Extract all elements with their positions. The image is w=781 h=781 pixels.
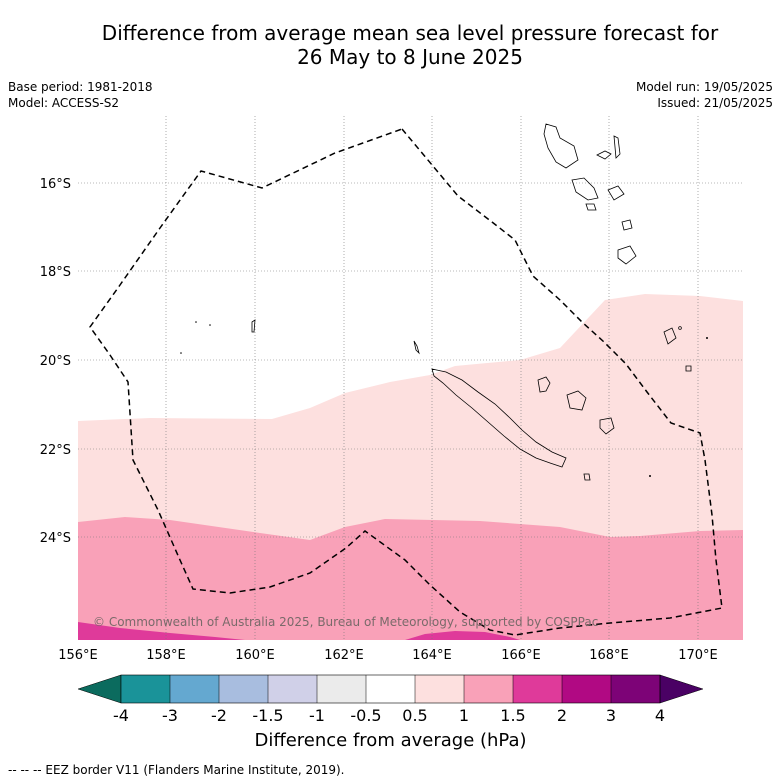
colorbar-label: -1 [309, 706, 325, 725]
lon-label: 158°E [146, 648, 186, 663]
vanuatu-erromango [621, 219, 633, 231]
lon-label: 162°E [324, 648, 364, 663]
lat-label: 24°S [40, 531, 71, 546]
colorbar-segment [611, 675, 660, 703]
anomaly-region-1-5-to-2-south [405, 631, 520, 640]
lon-label: 164°E [412, 648, 452, 663]
lon-label: 170°E [678, 648, 718, 663]
colorbar-label: 2 [557, 706, 567, 725]
base-period: Base period: 1981-2018 [8, 80, 153, 94]
colorbar-label: 1 [459, 706, 469, 725]
graticule [78, 116, 743, 640]
map-title-line-1: Difference from average mean sea level p… [101, 21, 719, 45]
colorbar-segment [268, 675, 317, 703]
vanuatu-small-island [585, 203, 597, 211]
lon-label: 160°E [235, 648, 275, 663]
metadata-left: Base period: 1981-2018 Model: ACCESS-S2 [8, 79, 153, 111]
colorbar-labels: -4 -3 -2 -1.5 -1 -0.5 0.5 1 1.5 2 3 4 [113, 706, 665, 725]
metadata-right: Model run: 19/05/2025 Issued: 21/05/2025 [636, 79, 773, 111]
colorbar-label: 4 [655, 706, 665, 725]
issued-date: Issued: 21/05/2025 [657, 96, 773, 110]
latitude-labels: 16°S 18°S 20°S 22°S 24°S [40, 177, 71, 546]
lon-label: 166°E [501, 648, 541, 663]
eez-footnote: -- -- -- EEZ border V11 (Flanders Marine… [8, 763, 345, 777]
anomaly-region-1-to-1-5 [78, 517, 743, 640]
model-run: Model run: 19/05/2025 [635, 80, 773, 94]
colorbar: -4 -3 -2 -1.5 -1 -0.5 0.5 1 1.5 2 3 4 [77, 674, 704, 725]
lat-label: 20°S [40, 354, 71, 369]
vanuatu-tanna [617, 245, 637, 265]
loyalty-island-mare [599, 417, 615, 435]
lon-label: 168°E [589, 648, 629, 663]
colorbar-segment [366, 675, 415, 703]
map-area: © Commonwealth of Australia 2025, Bureau… [78, 116, 743, 640]
colorbar-segment [562, 675, 611, 703]
colorbar-segment [415, 675, 464, 703]
eastern-islet [685, 365, 692, 372]
colorbar-label: -2 [211, 706, 227, 725]
colorbar-segment [170, 675, 219, 703]
new-caledonia-landmass [431, 368, 567, 468]
belep-island [413, 340, 420, 355]
loyalty-island-ouvea [537, 376, 551, 393]
colorbar-label: 0.5 [402, 706, 427, 725]
map-title-line-2: 26 May to 8 June 2025 [297, 45, 523, 69]
matthew-hunter-island [663, 327, 677, 345]
anomaly-region-1-5-to-2-west [78, 622, 245, 640]
colorbar-segment [464, 675, 513, 703]
colorbar-extend-low [77, 674, 122, 704]
colorbar-outline [120, 674, 661, 704]
vanuatu-espiritu-santo [543, 123, 579, 169]
eastern-islet-2 [678, 326, 682, 330]
copyright-notice: © Commonwealth of Australia 2025, Bureau… [93, 615, 598, 629]
colorbar-extend-high [659, 674, 704, 704]
colorbar-segment [317, 675, 366, 703]
colorbar-label: 1.5 [500, 706, 525, 725]
eez-border [89, 128, 723, 636]
colorbar-segment [219, 675, 268, 703]
chesterfield-islet-2 [209, 324, 211, 326]
loyalty-island-lifou [566, 390, 587, 411]
colorbar-label: -0.5 [350, 706, 381, 725]
vanuatu-efate [607, 185, 625, 201]
chesterfield-reef [251, 319, 256, 333]
lon-label: 156°E [58, 648, 98, 663]
vanuatu-malakula [571, 177, 599, 201]
colorbar-segment [513, 675, 562, 703]
vanuatu-ambae [596, 150, 612, 160]
colorbar-dividers [169, 675, 612, 703]
colorbar-label: -4 [113, 706, 129, 725]
eastern-islet-3 [706, 337, 708, 339]
colorbar-label: 3 [606, 706, 616, 725]
colorbar-segment [121, 675, 170, 703]
longitude-labels: 156°E 158°E 160°E 162°E 164°E 166°E 168°… [58, 648, 718, 663]
lat-label: 18°S [40, 265, 71, 280]
colorbar-label: -3 [162, 706, 178, 725]
lat-label: 16°S [40, 177, 71, 192]
chesterfield-islet-3 [180, 352, 182, 354]
lat-label: 22°S [40, 443, 71, 458]
colorbar-title: Difference from average (hPa) [254, 730, 527, 751]
vanuatu-maewo [613, 135, 621, 159]
chesterfield-islet [195, 321, 197, 323]
isle-of-pines [583, 473, 591, 481]
model-name: Model: ACCESS-S2 [8, 96, 120, 110]
small-islet [649, 475, 651, 477]
colorbar-label: -1.5 [252, 706, 283, 725]
